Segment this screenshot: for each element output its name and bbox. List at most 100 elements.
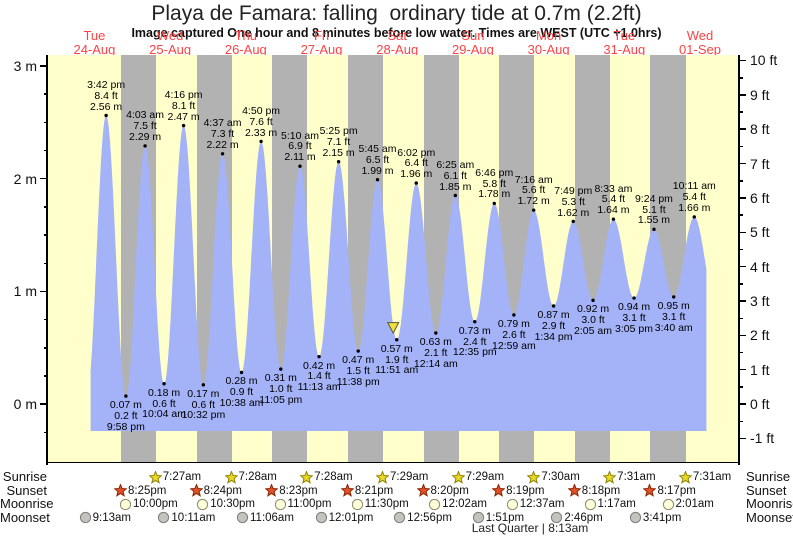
low-tide-dot [162,382,166,386]
moonrise-event: 11:30pm [351,497,409,511]
high-tide-label: 7:49 pm 5.3 ft 1.62 m [554,184,593,219]
y-tick-label-right: 2 ft [750,327,770,344]
sunrise-event: 7:28am [224,470,277,484]
high-tide-label: 6:02 pm 6.4 ft 1.96 m [397,146,436,181]
y-minor-tick-left [44,347,48,349]
y-tick-label-right: 4 ft [750,258,770,275]
y-tick-right [738,403,746,405]
low-tide-label: 0.57 m 1.9 ft 11:51 am [375,342,419,377]
high-tide-label: 5:10 am 6.9 ft 2.11 m [281,129,319,164]
sunrise-row-label-left: Sunrise [2,469,47,484]
y-tick-label-right: 3 ft [750,292,770,309]
y-minor-tick-right [738,420,743,423]
moonset-event: 12:56pm [393,511,452,525]
y-axis-right-line [738,55,740,465]
sunset-star-icon [643,484,657,497]
y-minor-tick-left [44,262,48,265]
y-tick-right [738,197,746,199]
low-tide-dot [591,298,595,303]
sunset-star-icon [189,484,203,497]
y-minor-tick-right [738,386,743,388]
y-tick-right [738,162,746,165]
high-tide-label: 9:24 pm 5.1 ft 1.55 m [634,192,673,227]
y-minor-tick-right [738,248,743,251]
low-tide-dot [124,394,128,398]
sunrise-event: 7:31am [603,470,656,484]
sunset-event: 8:24pm [189,484,242,498]
moonset-event: 3:41pm [629,511,681,525]
moonset-icon [551,511,563,524]
sunrise-event: 7:31am [678,470,731,484]
moonrise-icon [584,498,596,510]
day-labels-row: Tue 24-Aug Wed 25-Aug Thu 26-Aug Fri 27-Aug Sat 2… [0,28,793,57]
y-minor-tick-right [738,145,743,148]
sunrise-event: 7:28am [300,470,353,484]
sunset-star-icon [492,484,506,497]
low-tide-label: 0.79 m 2.6 ft 12:59 am [491,317,536,352]
y-tick-right [738,59,746,62]
high-tide-dot [611,217,616,221]
moonrise-icon [274,498,286,510]
moonrise-event: 10:00pm [119,497,178,511]
y-axis-left-line [46,55,49,465]
sunset-time: 8:18pm [581,484,621,497]
moonrise-time: 11:00pm [287,498,332,510]
moonset-time: 11:06am [250,511,294,524]
low-tide-label: 0.94 m 3.1 ft 3:05 pm [615,301,653,335]
y-tick-label-right: 1 ft [750,361,770,378]
low-tide-dot [395,338,399,342]
moonset-time: 10:11am [171,511,216,524]
low-tide-label: 0.47 m 1.5 ft 11:38 pm [336,354,380,388]
high-tide-label: 5:25 pm 7.1 ft 2.15 m [319,125,358,159]
sunset-time: 8:23pm [279,484,318,497]
y-tick-right [738,437,746,440]
y-tick-label-left: 0 m [13,396,37,412]
tide-area [90,115,707,432]
sunset-event: 8:23pm [265,484,318,498]
moonrise-event: 12:02am [428,497,487,511]
moonset-time: 12:01pm [328,511,374,524]
day-label: Tue 24-Aug [73,28,116,57]
y-minor-tick-right [738,77,743,79]
y-minor-tick-left [44,431,48,434]
sunrise-event: 7:29am [451,470,505,484]
low-tide-dot [512,313,516,317]
moonrise-time: 12:37am [519,498,565,510]
y-tick-left [40,177,48,180]
y-tick-right [738,94,746,96]
low-tide-dot [279,367,283,371]
high-tide-label: 5:45 am 6.5 ft 1.99 m [358,143,397,177]
high-tide-label: 6:46 pm 5.8 ft 1.78 m [475,166,514,201]
high-tide-dot [692,215,696,219]
moonset-icon [79,511,91,524]
high-tide-label: 8:33 am 5.4 ft 1.64 m [594,182,633,217]
sunrise-star-icon [451,470,465,484]
low-tide-dot [551,304,556,308]
y-minor-tick-left [44,375,48,377]
moonrise-event: 11:00pm [274,497,332,511]
y-minor-tick-right [738,317,743,320]
sunset-star-icon [416,484,430,497]
low-tide-dot [473,320,477,324]
sunrise-time: 7:29am [465,471,505,483]
moonrise-event: 10:30pm [196,497,255,511]
y-tick-left [40,65,48,67]
moonset-icon [472,511,484,524]
y-tick-right [738,368,746,371]
day-label: Thu 26-Aug [224,28,267,57]
low-tide-label: 0.95 m 3.1 ft 3:40 am [654,299,693,334]
y-tick-label-right: 10 ft [750,52,778,69]
moonset-time: 9:13am [92,511,132,524]
low-tide-label: 0.92 m 3.0 ft 2:05 am [574,303,612,337]
sunset-star-icon [113,484,127,497]
y-tick-right [738,300,746,302]
sunset-row-label-right: Sunset [746,483,787,498]
moonrise-time: 12:02am [442,498,487,510]
high-tide-dot [453,193,458,198]
sunrise-star-icon [375,470,389,484]
low-tide-dot [632,296,636,300]
sunset-event: 8:20pm [416,484,469,498]
low-tide-dot [672,295,676,299]
day-label: Wed 01-Sep [679,28,721,57]
moonset-icon [236,511,249,524]
